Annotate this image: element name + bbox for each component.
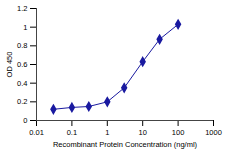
svg-text:0.6: 0.6: [17, 60, 27, 69]
svg-text:0.4: 0.4: [17, 79, 27, 88]
svg-text:100: 100: [172, 128, 185, 137]
svg-text:10: 10: [139, 128, 147, 137]
svg-text:0.2: 0.2: [17, 97, 27, 106]
svg-text:OD 450: OD 450: [5, 52, 14, 78]
svg-text:1: 1: [105, 128, 109, 137]
svg-text:Recombinant Protein Concentrat: Recombinant Protein Concentration (ng/ml…: [53, 140, 198, 149]
svg-text:0.01: 0.01: [29, 128, 44, 137]
svg-text:0: 0: [23, 116, 27, 125]
svg-text:1.2: 1.2: [17, 4, 27, 13]
svg-text:0.1: 0.1: [67, 128, 77, 137]
svg-text:1: 1: [23, 23, 27, 32]
svg-text:0.8: 0.8: [17, 41, 27, 50]
svg-text:1000: 1000: [205, 128, 222, 137]
